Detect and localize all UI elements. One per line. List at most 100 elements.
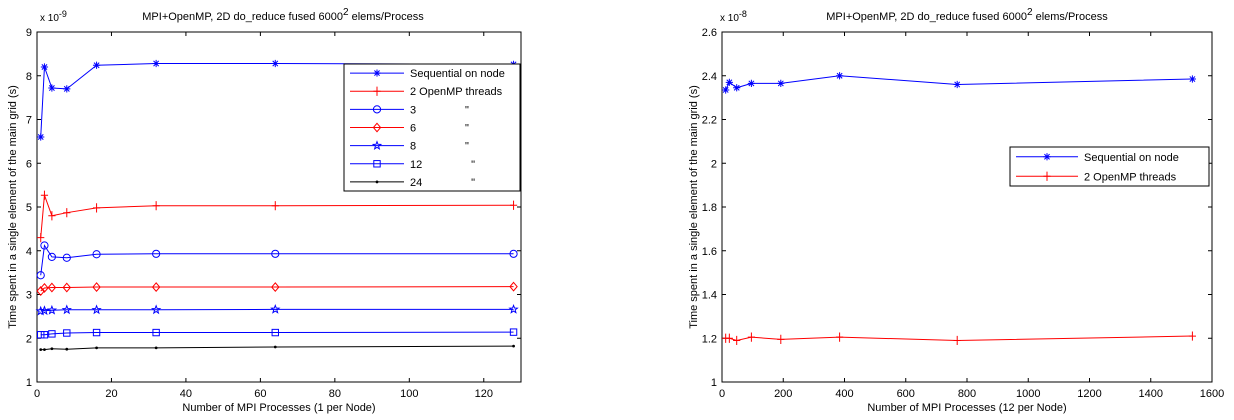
data-point [40,241,49,250]
x-axis-label: Number of MPI Processes (1 per Node) [182,402,375,414]
data-point [725,333,733,343]
data-point [152,249,161,258]
x-tick-label: 0 [34,388,40,400]
legend-label: 2 OpenMP threads [410,86,503,98]
x-tick-label: 60 [254,388,266,400]
y-tick-label: 9 [26,27,32,39]
data-point [271,201,279,211]
legend-item: 6 " [350,123,469,135]
data-point [35,305,46,316]
data-point [509,200,518,210]
data-point [271,282,280,293]
legend-label: Sequential on node [410,68,505,80]
series-marks [722,72,1196,346]
y-tick-label: 2.2 [702,115,717,127]
data-point [1188,331,1196,341]
data-point [39,348,43,352]
x-tick-label: 600 [897,388,915,400]
plot-area [721,31,1213,383]
x-tick-label: 100 [400,388,418,400]
data-point [92,282,101,293]
data-point [65,347,69,351]
data-point [747,332,755,342]
data-point [63,85,71,93]
y-tick-label: 1.4 [702,290,717,302]
x-tick-label: 1200 [1077,388,1101,400]
data-point [48,330,56,338]
series-line [40,63,514,138]
data-point [509,281,518,292]
data-point [152,59,160,68]
data-point [40,282,49,293]
x-tick-label: 1600 [1200,388,1224,400]
data-point [37,133,45,141]
y-tick-label: 2 [711,158,717,170]
series [35,303,519,316]
data-point [509,249,518,258]
data-point [271,249,280,258]
data-point [271,328,279,337]
data-point [36,271,45,280]
data-point [725,78,733,86]
data-point [48,84,56,92]
x-axis-label: Number of MPI Processes (12 per Node) [867,402,1066,414]
y-tick-label: 1.6 [702,246,717,258]
legend-label: 12 " [410,159,475,171]
data-point [63,329,71,337]
data-point [152,328,160,337]
x-tick-label: 0 [719,388,725,400]
data-point [151,282,161,293]
data-point [92,203,101,213]
series [36,281,518,296]
legend-item: 3 " [350,104,469,116]
legend-marker [375,180,379,184]
y-tick-label: 6 [26,158,32,170]
axes: 0 20 40 60 80 100 120 1 2 3 4 5 6 7 8 9 [26,27,521,400]
data-point [747,79,755,88]
legend-box [1009,146,1210,187]
series [722,331,1196,346]
data-point [37,331,45,339]
y-exponent-label: x 10-9 [40,9,67,24]
y-tick-label: 1 [26,377,32,389]
data-point [92,328,101,337]
data-point [40,63,49,71]
legend-label: 2 OpenMP threads [1084,171,1177,183]
y-tick-label: 2.4 [702,71,717,83]
data-point [270,303,281,314]
data-point [37,233,45,243]
legend-label: 6 " [410,123,469,135]
series [722,72,1196,94]
data-point [836,72,844,80]
x-tick-label: 1400 [1139,388,1163,400]
legend-item: 2 OpenMP threads [1016,171,1177,183]
data-point [512,344,515,348]
data-point [1188,75,1196,83]
data-point [953,80,961,89]
legend-item: 2 OpenMP threads [350,86,503,98]
legend-label: Sequential on node [1084,152,1179,164]
data-point [91,304,102,315]
legend-label: 3 " [410,104,469,116]
series-line [40,244,514,276]
x-tick-label: 80 [329,388,341,400]
data-point [733,84,741,92]
data-point [150,304,162,315]
x-tick-label: 20 [105,388,117,400]
series [37,190,518,243]
data-point [62,282,72,293]
axes: 0 200 400 600 800 1000 1200 1400 1600 1 1.2 1.4 1.6 1… [702,27,1225,400]
x-tick-label: 200 [774,388,792,400]
legend-marker [373,86,381,96]
legend-item: 8 " [350,140,469,153]
legend-item: 12 " [350,159,475,171]
y-tick-label: 1.8 [702,202,717,214]
legend-marker [373,69,381,77]
legend-marker [372,105,382,114]
legend: Sequential on node 2 OpenMP threads [1009,146,1210,187]
series [39,344,515,352]
x-tick-label: 120 [475,388,493,400]
y-tick-label: 2 [26,333,32,345]
series-line [40,308,514,312]
series-line [40,331,514,336]
